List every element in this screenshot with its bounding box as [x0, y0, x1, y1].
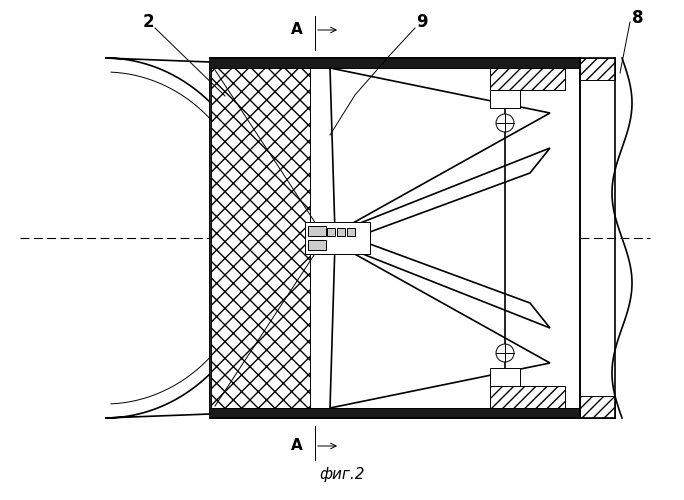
Text: A: A — [291, 438, 303, 454]
Text: A: A — [291, 22, 303, 38]
Bar — [308, 240, 326, 250]
Bar — [327, 228, 335, 236]
Bar — [580, 58, 615, 80]
Bar — [308, 226, 326, 236]
Bar — [305, 222, 370, 254]
Text: 9: 9 — [416, 13, 428, 31]
Polygon shape — [335, 148, 550, 243]
Bar — [490, 368, 520, 386]
Bar — [210, 58, 580, 418]
Bar — [337, 228, 345, 236]
Polygon shape — [330, 243, 550, 408]
Bar — [490, 90, 520, 108]
Bar — [210, 408, 580, 418]
Bar — [211, 68, 310, 408]
Polygon shape — [335, 233, 550, 328]
Bar — [347, 228, 355, 236]
Circle shape — [496, 114, 514, 132]
Bar — [210, 58, 580, 68]
Text: 2: 2 — [142, 13, 154, 31]
Bar — [580, 396, 615, 418]
Polygon shape — [330, 68, 550, 233]
Circle shape — [496, 344, 514, 362]
Text: фиг.2: фиг.2 — [319, 468, 365, 482]
Text: 8: 8 — [632, 9, 644, 27]
Bar — [490, 386, 565, 408]
Polygon shape — [105, 58, 265, 418]
Bar — [490, 68, 565, 90]
